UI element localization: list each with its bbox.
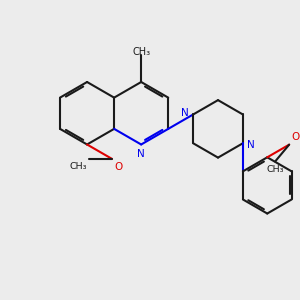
Text: N: N <box>181 108 189 118</box>
Text: N: N <box>137 149 145 159</box>
Text: CH₃: CH₃ <box>69 162 87 171</box>
Text: N: N <box>247 140 255 150</box>
Text: CH₃: CH₃ <box>132 47 150 57</box>
Text: O: O <box>114 162 122 172</box>
Text: O: O <box>291 132 299 142</box>
Text: CH₃: CH₃ <box>266 165 284 174</box>
